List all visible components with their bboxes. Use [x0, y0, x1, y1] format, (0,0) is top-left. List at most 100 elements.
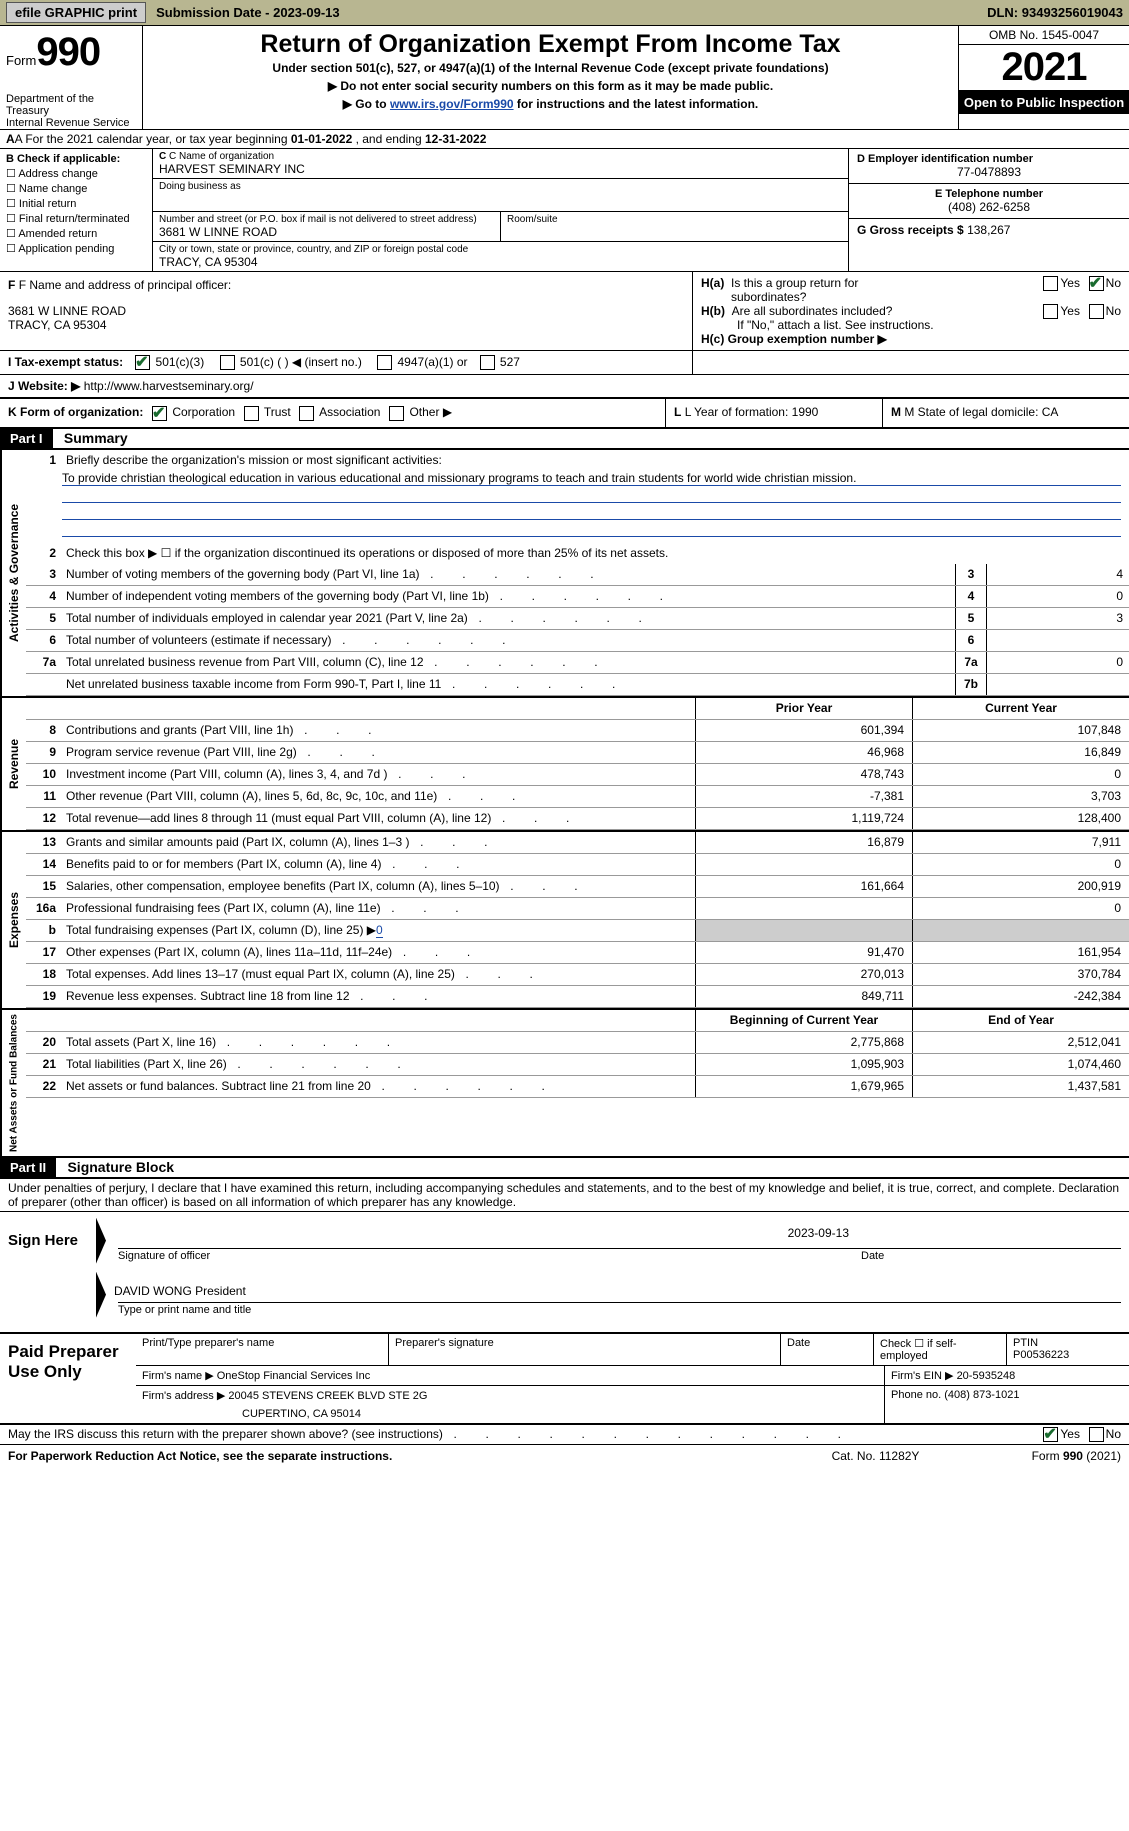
form-title: Return of Organization Exempt From Incom…	[153, 30, 948, 59]
part2-header-row: Part II Signature Block	[0, 1158, 1129, 1179]
discuss-yes-checkbox[interactable]	[1043, 1427, 1058, 1442]
part1-title: Summary	[56, 428, 136, 448]
table-row: 9 Program service revenue (Part VIII, li…	[26, 742, 1129, 764]
end-year-header: End of Year	[912, 1010, 1129, 1031]
ha-yes-checkbox[interactable]	[1043, 276, 1058, 291]
line-a-tax-year: AA For the 2021 calendar year, or tax ye…	[0, 130, 1129, 149]
current-year-header: Current Year	[912, 698, 1129, 719]
table-row: 12 Total revenue—add lines 8 through 11 …	[26, 808, 1129, 830]
table-row: 8 Contributions and grants (Part VIII, l…	[26, 720, 1129, 742]
firm-phone: (408) 873-1021	[944, 1389, 1019, 1401]
ein-value: 77-0478893	[857, 165, 1121, 179]
table-row: 5 Total number of individuals employed i…	[26, 608, 1129, 630]
check-address-change[interactable]: ☐ Address change	[6, 167, 146, 180]
expenses-block: Expenses 13 Grants and similar amounts p…	[0, 832, 1129, 1010]
other-checkbox[interactable]	[389, 406, 404, 421]
org-name: HARVEST SEMINARY INC	[159, 162, 842, 176]
row-j: J Website: ▶ http://www.harvestseminary.…	[0, 375, 1129, 399]
firm-ein: 20-5935248	[957, 1370, 1016, 1382]
line2-text: Check this box ▶ ☐ if the organization d…	[62, 544, 1129, 562]
table-row: b Total fundraising expenses (Part IX, c…	[26, 920, 1129, 942]
b-label: B Check if applicable:	[6, 153, 120, 165]
netassets-block: Net Assets or Fund Balances Beginning of…	[0, 1010, 1129, 1158]
table-row: 4 Number of independent voting members o…	[26, 586, 1129, 608]
dept-treasury: Department of the Treasury	[6, 93, 136, 117]
side-netassets: Net Assets or Fund Balances	[0, 1010, 26, 1156]
street-address: 3681 W LINNE ROAD	[159, 225, 494, 239]
paid-preparer-label: Paid Preparer Use Only	[0, 1334, 136, 1423]
assoc-checkbox[interactable]	[299, 406, 314, 421]
sign-here-label: Sign Here	[0, 1212, 96, 1332]
501c-checkbox[interactable]	[220, 355, 235, 370]
table-row: Net unrelated business taxable income fr…	[26, 674, 1129, 696]
page-footer: For Paperwork Reduction Act Notice, see …	[0, 1445, 1129, 1467]
discuss-no-checkbox[interactable]	[1089, 1427, 1104, 1442]
ein-label: D Employer identification number	[857, 153, 1121, 165]
website-url: http://www.harvestseminary.org/	[84, 379, 254, 393]
irs-link[interactable]: www.irs.gov/Form990	[390, 97, 514, 111]
may-discuss-row: May the IRS discuss this return with the…	[0, 1425, 1129, 1445]
check-initial-return[interactable]: ☐ Initial return	[6, 197, 146, 210]
line1-label: Briefly describe the organization's miss…	[62, 451, 1129, 469]
form-number: Form990	[6, 30, 136, 75]
check-application-pending[interactable]: ☐ Application pending	[6, 242, 146, 255]
row-i: I Tax-exempt status: 501(c)(3) 501(c) ( …	[0, 351, 1129, 375]
goto-note: ▶ Go to www.irs.gov/Form990 for instruct…	[153, 97, 948, 111]
table-row: 10 Investment income (Part VIII, column …	[26, 764, 1129, 786]
firm-address1: 20045 STEVENS CREEK BLVD STE 2G	[228, 1390, 427, 1402]
state-domicile: CA	[1042, 405, 1059, 419]
trust-checkbox[interactable]	[244, 406, 259, 421]
ptin-value: P00536223	[1013, 1349, 1123, 1361]
phone-value: (408) 262-6258	[857, 200, 1121, 214]
check-amended-return[interactable]: ☐ Amended return	[6, 227, 146, 240]
hb-note: If "No," attach a list. See instructions…	[701, 318, 1121, 332]
irs-label: Internal Revenue Service	[6, 117, 136, 129]
sign-date: 2023-09-13	[110, 1226, 1129, 1248]
table-row: 16a Professional fundraising fees (Part …	[26, 898, 1129, 920]
check-final-return[interactable]: ☐ Final return/terminated	[6, 212, 146, 225]
table-row: 15 Salaries, other compensation, employe…	[26, 876, 1129, 898]
side-expenses: Expenses	[0, 832, 26, 1008]
ha-no-checkbox[interactable]	[1089, 276, 1104, 291]
dln: DLN: 93493256019043	[987, 5, 1123, 20]
self-employed-check[interactable]: Check ☐ if self-employed	[874, 1334, 1007, 1365]
table-row: 11 Other revenue (Part VIII, column (A),…	[26, 786, 1129, 808]
section-fh: F F Name and address of principal office…	[0, 272, 1129, 351]
table-row: 7a Total unrelated business revenue from…	[26, 652, 1129, 674]
paperwork-notice: For Paperwork Reduction Act Notice, see …	[8, 1449, 832, 1463]
table-row: 18 Total expenses. Add lines 13–17 (must…	[26, 964, 1129, 986]
part1-label: Part I	[0, 429, 53, 448]
tax-year: 2021	[959, 45, 1129, 91]
begin-year-header: Beginning of Current Year	[695, 1010, 912, 1031]
corp-checkbox[interactable]	[152, 406, 167, 421]
4947-checkbox[interactable]	[377, 355, 392, 370]
firm-name: OneStop Financial Services Inc	[217, 1370, 370, 1382]
year-formation: 1990	[792, 405, 819, 419]
part2-title: Signature Block	[59, 1157, 182, 1177]
hb-no-checkbox[interactable]	[1089, 304, 1104, 319]
table-row: 17 Other expenses (Part IX, column (A), …	[26, 942, 1129, 964]
sign-arrow-icon	[96, 1218, 106, 1264]
501c3-checkbox[interactable]	[135, 355, 150, 370]
revenue-block: Revenue b Prior Year Current Year 8 Cont…	[0, 698, 1129, 832]
topbar: efile GRAPHIC print Submission Date - 20…	[0, 0, 1129, 26]
form-header: Form990 Department of the Treasury Inter…	[0, 26, 1129, 130]
hb-yes-checkbox[interactable]	[1043, 304, 1058, 319]
gross-receipts: G Gross receipts $	[857, 223, 967, 237]
officer-name-title: DAVID WONG President	[110, 1284, 1129, 1302]
prior-year-header: Prior Year	[695, 698, 912, 719]
section-bcdeg: B Check if applicable: ☐ Address change …	[0, 149, 1129, 272]
table-row: 14 Benefits paid to or for members (Part…	[26, 854, 1129, 876]
ssn-note: ▶ Do not enter social security numbers o…	[153, 79, 948, 93]
submission-date-label: Submission Date - 2023-09-13	[156, 5, 340, 20]
527-checkbox[interactable]	[480, 355, 495, 370]
paid-preparer-section: Paid Preparer Use Only Print/Type prepar…	[0, 1334, 1129, 1425]
cat-number: Cat. No. 11282Y	[832, 1449, 1032, 1463]
sign-here-section: Sign Here 2023-09-13 Signature of office…	[0, 1212, 1129, 1334]
form-footer-label: Form 990 (2021)	[1032, 1449, 1121, 1463]
f-label: F F Name and address of principal office…	[8, 278, 684, 292]
efile-print-button[interactable]: efile GRAPHIC print	[6, 2, 146, 23]
open-to-public: Open to Public Inspection	[959, 91, 1129, 114]
check-name-change[interactable]: ☐ Name change	[6, 182, 146, 195]
side-revenue: Revenue	[0, 698, 26, 830]
